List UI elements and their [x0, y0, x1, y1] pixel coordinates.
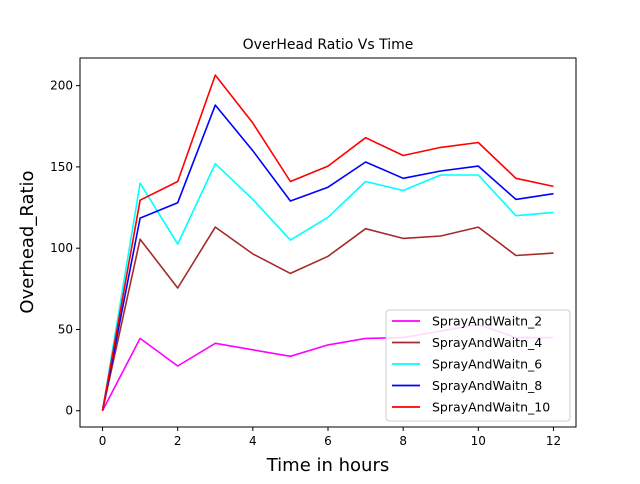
x-tick-label: 10 — [471, 434, 486, 448]
series-line-3 — [101, 162, 554, 411]
legend-label: SprayAndWaitn_4 — [432, 335, 542, 350]
x-tick-label: 12 — [546, 434, 561, 448]
x-tick-label: 2 — [174, 434, 182, 448]
x-tick-label: 8 — [399, 434, 407, 448]
legend-label: SprayAndWaitn_10 — [432, 400, 550, 415]
x-tick-label: 4 — [249, 434, 257, 448]
x-tick-label: 6 — [324, 434, 332, 448]
legend-label: SprayAndWaitn_2 — [432, 314, 542, 329]
y-tick-label: 50 — [58, 322, 73, 336]
y-tick-label: 200 — [50, 79, 73, 93]
legend-label: SprayAndWaitn_8 — [432, 378, 542, 393]
series-line-4 — [101, 104, 554, 411]
y-tick-label: 100 — [50, 241, 73, 255]
y-tick-label: 0 — [65, 404, 73, 418]
chart-title: OverHead Ratio Vs Time — [243, 37, 414, 53]
x-tick-label: 0 — [99, 434, 107, 448]
legend-label: SprayAndWaitn_6 — [432, 357, 542, 372]
legend: SprayAndWaitn_2 SprayAndWaitn_4 SprayAndWa… — [385, 309, 571, 422]
series-line-2 — [101, 226, 554, 411]
series-line-5 — [101, 74, 554, 411]
legend-box — [385, 309, 571, 422]
y-tick-label: 150 — [50, 160, 73, 174]
x-axis-label: Time in hours — [266, 455, 390, 476]
y-axis-label: Overhead_Ratio — [17, 170, 38, 313]
